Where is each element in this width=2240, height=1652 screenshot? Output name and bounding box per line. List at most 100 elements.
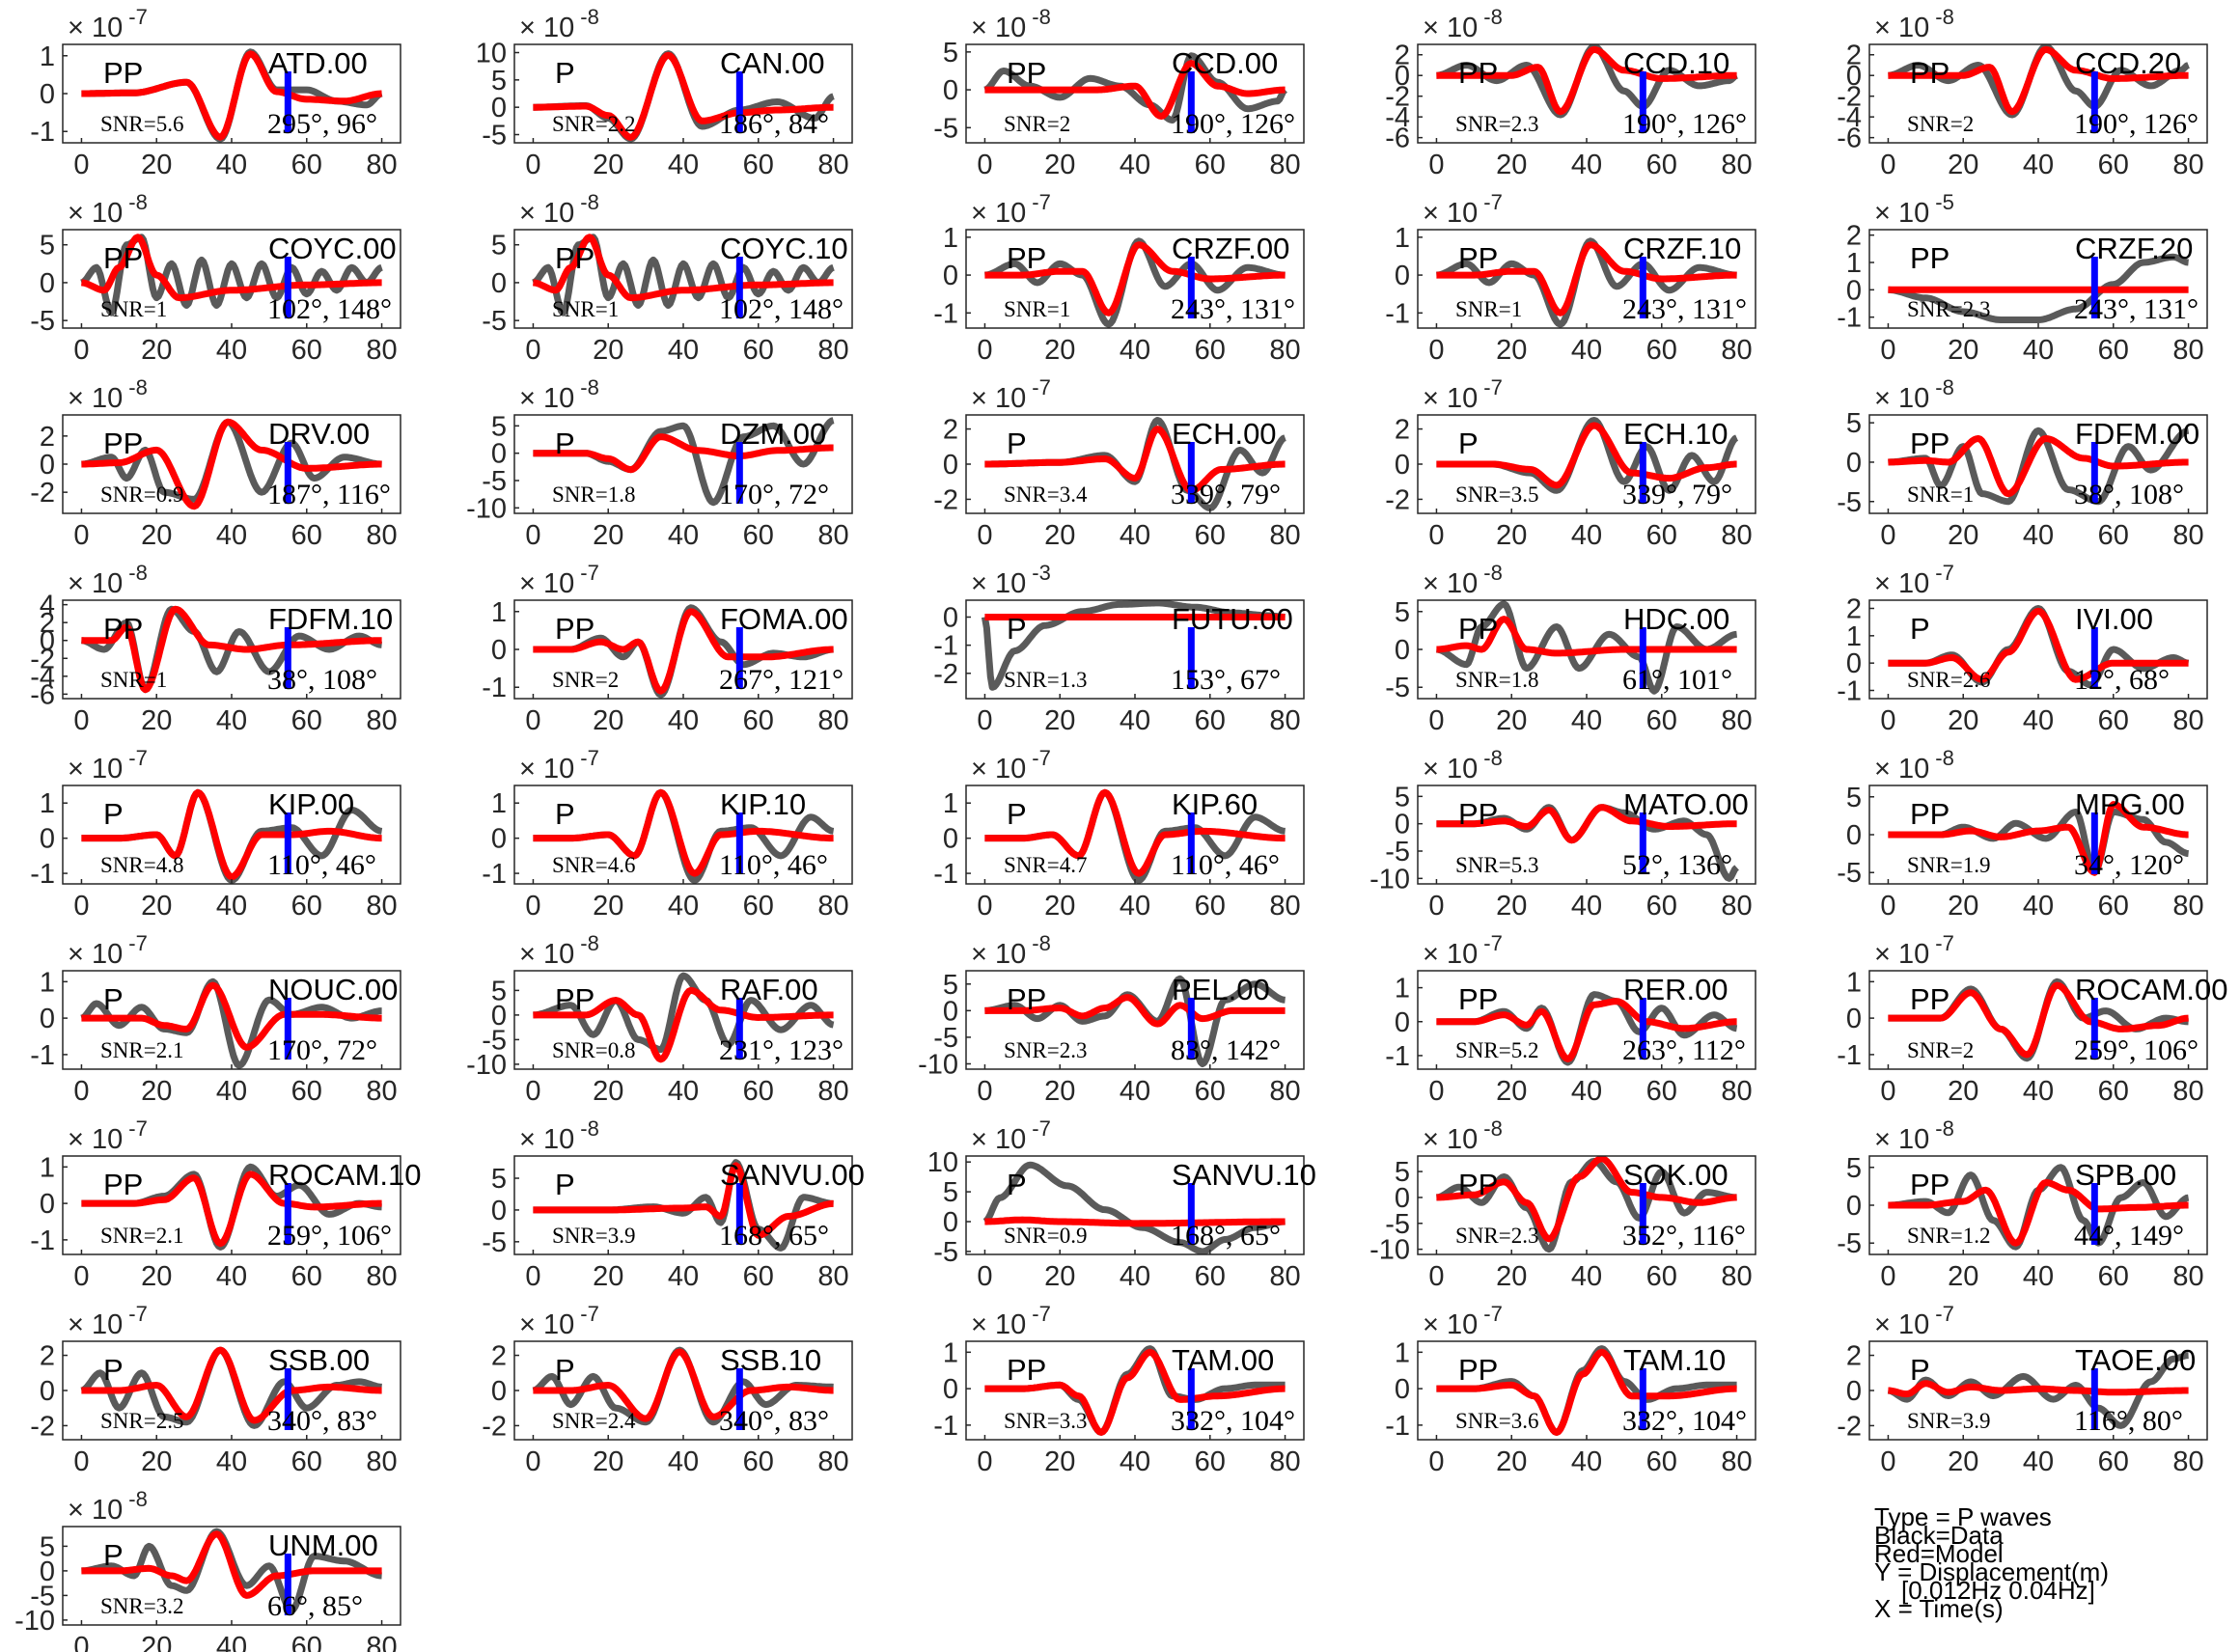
- panel-31-azimuth: 168°, 65°: [719, 1220, 829, 1252]
- panel-40-azimuth: 66°, 85°: [267, 1590, 363, 1622]
- panel-29-xtick-label-0: 0: [1880, 1076, 1895, 1107]
- panel-33-data-trace: [1434, 1157, 1739, 1253]
- panel-15-station: FDFM.10: [268, 602, 393, 636]
- panel-38-xtick-label-3: 60: [1646, 1446, 1677, 1477]
- panel-36-ytick-label-0: 2: [491, 1341, 507, 1372]
- panel-7-station: CRZF.00: [1172, 232, 1289, 265]
- panel-37-xtick-label-2: 40: [1120, 1446, 1150, 1477]
- panel-40-exponent: × 10 -8: [68, 1487, 148, 1526]
- panel-2: 0 20 40 60 80 5 0 -5 × 10 -8 PP CCD.00 SNR=2 190°, 12…: [933, 5, 1305, 180]
- panel-8-xtick-label-2: 40: [1571, 335, 1602, 366]
- panel-35-xtick-label-3: 60: [291, 1446, 322, 1477]
- panel-35-ytick-label-2: -2: [30, 1411, 55, 1442]
- panel-20-snr: SNR=4.8: [100, 853, 183, 877]
- panel-7-snr: SNR=1: [1004, 297, 1070, 321]
- panel-22-xtick-label-1: 20: [1044, 891, 1075, 922]
- panel-35-xtick-label-0: 0: [73, 1446, 89, 1477]
- panel-17-snr: SNR=1.3: [1004, 668, 1087, 692]
- panel-32-xtick-label-2: 40: [1120, 1261, 1150, 1292]
- panel-21-ytick-label-2: -1: [482, 859, 507, 890]
- panel-38-model-trace: [1434, 1348, 1739, 1436]
- panel-37-xtick-label-1: 20: [1044, 1446, 1075, 1477]
- panel-12-ytick-label-2: -2: [933, 484, 958, 515]
- legend-line-band: [0.012Hz 0.04Hz]: [1901, 1576, 2095, 1605]
- panel-9-exponent: × 10 -5: [1874, 190, 1954, 229]
- panel-5-ytick-label-2: -5: [30, 306, 55, 337]
- panel-10-xtick-label-2: 40: [216, 520, 247, 551]
- panel-36-station: SSB.10: [720, 1343, 821, 1377]
- panel-17-ytick-label-0: 0: [943, 602, 958, 633]
- panel-39-xtick-label-0: 0: [1880, 1446, 1895, 1477]
- panel-24-xtick-label-4: 80: [2172, 891, 2203, 922]
- panel-22-xtick-label-4: 80: [1269, 891, 1300, 922]
- panel-36-xtick-label-1: 20: [593, 1446, 623, 1477]
- panel-8-azimuth: 243°, 131°: [1622, 293, 1747, 325]
- panel-34-xtick-label-4: 80: [2172, 1261, 2203, 1292]
- panel-15-model-trace: [79, 605, 384, 694]
- panel-7-ytick-label-1: 0: [943, 261, 958, 291]
- panel-22-xtick-label-0: 0: [977, 891, 992, 922]
- panel-6-model-trace: [531, 234, 836, 302]
- panel-40-xtick-label-4: 80: [366, 1632, 397, 1652]
- panel-23-wave-type: PP: [1458, 797, 1498, 831]
- panel-3-xtick-label-4: 80: [1721, 150, 1752, 180]
- panel-6-xtick-label-4: 80: [817, 335, 848, 366]
- panel-32-ytick-label-1: 5: [943, 1177, 958, 1208]
- panel-0-azimuth: 295°, 96°: [267, 108, 377, 140]
- panel-18-model-trace: [1434, 616, 1739, 657]
- panel-17-xtick-label-1: 20: [1044, 705, 1075, 736]
- panel-16-ytick-label-2: -1: [482, 673, 507, 703]
- panel-16-xtick-label-4: 80: [817, 705, 848, 736]
- panel-7: 0 20 40 60 80 1 0 -1 × 10 -7 PP CRZF.00 SNR=1 243°, 1…: [933, 190, 1305, 366]
- panel-30-exponent: × 10 -7: [68, 1116, 148, 1155]
- panel-10-xtick-label-0: 0: [73, 520, 89, 551]
- panel-23-snr: SNR=5.3: [1455, 853, 1538, 877]
- panel-36-exponent: × 10 -7: [519, 1302, 599, 1340]
- panel-23-ytick-label-3: -10: [1369, 864, 1410, 895]
- panel-6-xtick-label-0: 0: [525, 335, 540, 366]
- panel-28-exponent: × 10 -7: [1423, 931, 1503, 970]
- panel-25-ytick-label-0: 1: [40, 967, 55, 998]
- legend-line-data: Black=Data: [1874, 1521, 2004, 1550]
- panel-23-xtick-label-1: 20: [1496, 891, 1527, 922]
- panel-20-xtick-label-0: 0: [73, 891, 89, 922]
- panel-15-xtick-label-0: 0: [73, 705, 89, 736]
- panel-27-xtick-label-1: 20: [1044, 1076, 1075, 1107]
- panel-27-snr: SNR=2.3: [1004, 1038, 1087, 1062]
- panel-13-model-trace: [1434, 422, 1739, 489]
- panel-40-xtick-label-1: 20: [141, 1632, 172, 1652]
- panel-32-azimuth: 168°, 65°: [1171, 1220, 1281, 1252]
- panel-28-ytick-label-2: -1: [1385, 1041, 1410, 1072]
- panel-15-exponent: × 10 -8: [68, 561, 148, 599]
- panel-27-azimuth: 83°, 142°: [1171, 1034, 1281, 1066]
- panel-20: 0 20 40 60 80 1 0 -1 × 10 -7 P KIP.00 SNR=4.8 110°, 4…: [30, 746, 401, 922]
- panel-3-xtick-label-0: 0: [1428, 150, 1444, 180]
- panel-2-wave-type: PP: [1007, 56, 1046, 90]
- panel-30-ytick-label-1: 0: [40, 1189, 55, 1220]
- panel-2-exponent: × 10 -8: [971, 5, 1051, 43]
- panel-22-exponent: × 10 -7: [971, 746, 1051, 785]
- panel-4-xtick-label-1: 20: [1948, 150, 1978, 180]
- panel-21-exponent: × 10 -7: [519, 746, 599, 785]
- panel-17-wave-type: P: [1007, 612, 1027, 646]
- panel-19-station: IVI.00: [2075, 602, 2153, 636]
- panel-27-exponent: × 10 -8: [971, 931, 1051, 970]
- panel-17-exponent: × 10 -3: [971, 561, 1051, 599]
- panel-40-xtick-label-2: 40: [216, 1632, 247, 1652]
- panel-4-exponent: × 10 -8: [1874, 5, 1954, 43]
- panel-25-model-trace: [79, 981, 384, 1051]
- panel-14-xtick-label-1: 20: [1948, 520, 1978, 551]
- panel-27-station: PEL.00: [1172, 973, 1270, 1006]
- panel-14: 0 20 40 60 80 5 0 -5 × 10 -8 PP FDFM.00 SNR=1 38°, 10…: [1837, 375, 2208, 551]
- panel-23-xtick-label-3: 60: [1646, 891, 1677, 922]
- panel-32-station: SANVU.10: [1172, 1158, 1316, 1192]
- panel-16-xtick-label-2: 40: [668, 705, 699, 736]
- panel-5-station: COYC.00: [268, 232, 397, 265]
- panel-37-exponent: × 10 -7: [971, 1302, 1051, 1340]
- panel-30-xtick-label-0: 0: [73, 1261, 89, 1292]
- panel-20-ytick-label-2: -1: [30, 859, 55, 890]
- panel-14-snr: SNR=1: [1907, 482, 1974, 507]
